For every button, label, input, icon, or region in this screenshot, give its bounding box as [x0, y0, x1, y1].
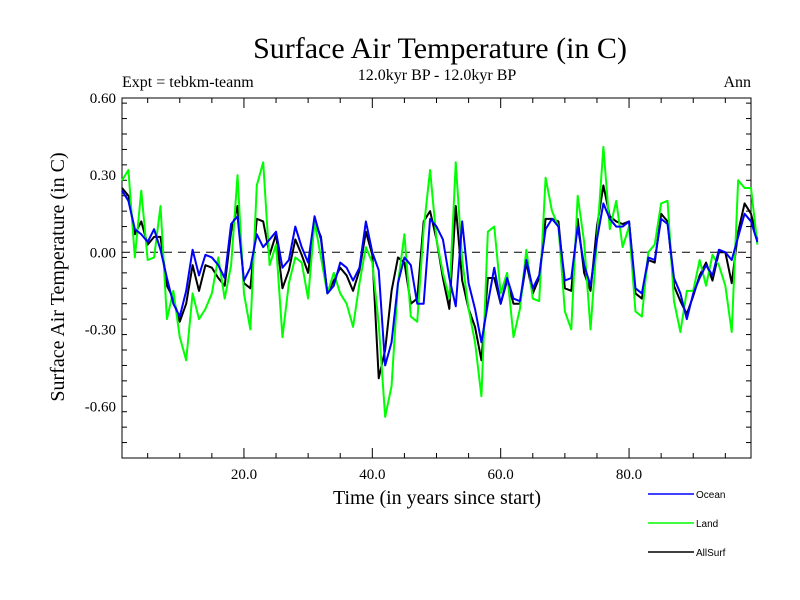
- series-line-allsurf: [121, 184, 759, 380]
- legend-label-land: Land: [696, 519, 718, 530]
- x-tick-label: 60.0: [488, 467, 514, 483]
- series-line-ocean: [121, 190, 759, 367]
- x-tick-label: 80.0: [616, 467, 642, 483]
- legend-label-ocean: Ocean: [696, 490, 725, 501]
- x-tick-label: 20.0: [231, 467, 257, 483]
- plot-area: 0.60 0.30 0.00 -0.30 -0.60 20.0 40.0 60.0 80.0: [85, 91, 759, 483]
- chart-title: Surface Air Temperature (in C): [253, 32, 627, 65]
- legend-label-allsurf: AllSurf: [696, 548, 726, 559]
- legend: Ocean Land AllSurf: [648, 490, 726, 559]
- plot-frame: [121, 97, 752, 459]
- y-tick-label: 0.30: [90, 168, 116, 184]
- chart-subtitle-left: Expt = tebkm-teanm: [122, 74, 254, 91]
- series-line-land: [121, 145, 759, 418]
- chart-subtitle-right: Ann: [723, 74, 751, 91]
- y-tick-label: -0.60: [85, 400, 116, 416]
- y-tick-label: 0.00: [90, 245, 116, 261]
- chart-subtitle-center: 12.0kyr BP - 12.0kyr BP: [358, 67, 517, 84]
- y-tick-label: 0.60: [90, 91, 116, 107]
- y-axis-label: Surface Air Temperature (in C): [47, 152, 69, 401]
- x-axis-label: Time (in years since start): [333, 487, 541, 509]
- x-tick-label: 40.0: [359, 467, 385, 483]
- y-tick-label: -0.30: [85, 322, 116, 338]
